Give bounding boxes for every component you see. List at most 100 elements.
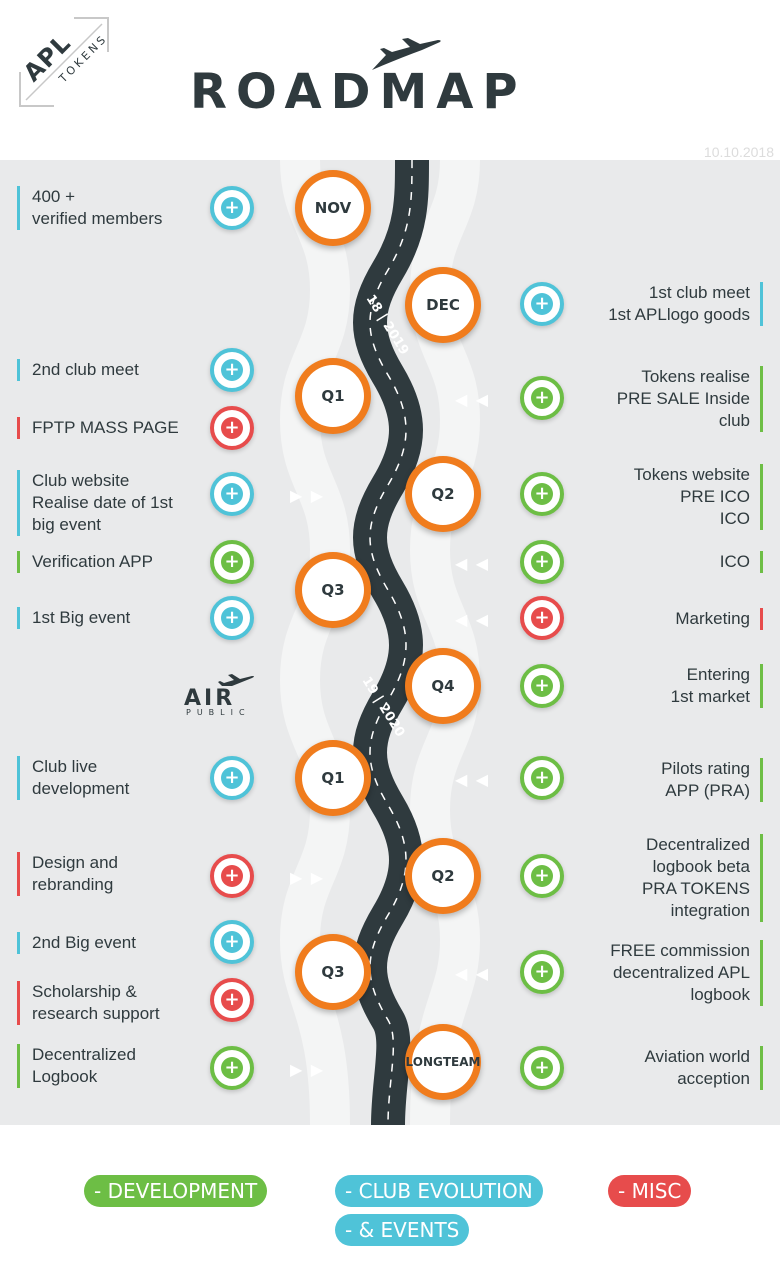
plus-icon: + (531, 293, 553, 315)
air-public-logo: AIR PUBLIC (182, 672, 264, 722)
plus-icon: + (531, 961, 553, 983)
plus-icon: + (531, 865, 553, 887)
plus-icon: + (531, 675, 553, 697)
chevron-right-icon: ▶ ▶ (290, 488, 326, 505)
plus-button-left-2[interactable]: + (210, 348, 254, 392)
left-item-10: Scholarship & research support (17, 981, 160, 1025)
legend-development: - DEVELOPMENT (84, 1175, 268, 1207)
plus-button-right-10[interactable]: + (520, 1046, 564, 1090)
chevron-left-icon: ◀ ◀ (455, 772, 491, 789)
right-item-text: Tokens website (633, 465, 750, 484)
node-q4-2019: Q4 (405, 648, 481, 724)
node-q1-2019: Q1 (295, 358, 371, 434)
left-item-text: 2nd club meet (32, 360, 139, 379)
node-nov: NOV (295, 170, 371, 246)
right-item-text: Entering (686, 665, 750, 684)
left-item-text: big event (32, 515, 101, 534)
left-item-text: verified members (32, 209, 163, 228)
right-item-text: PRA TOKENS (641, 879, 750, 898)
left-item-text: Scholarship & (32, 982, 137, 1001)
plus-button-right-3[interactable]: + (520, 472, 564, 516)
left-item-text: Club website (32, 471, 130, 490)
plus-button-right-2[interactable]: + (520, 376, 564, 420)
chevron-left-icon: ◀ ◀ (455, 612, 491, 629)
legend-events: - & EVENTS (335, 1214, 470, 1246)
node-dec: DEC (405, 267, 481, 343)
right-item-text: Pilots rating (661, 759, 750, 778)
plus-button-right-9[interactable]: + (520, 950, 564, 994)
right-item-text: club (718, 411, 750, 430)
right-item-9: FREE commission decentralized APL logboo… (610, 940, 763, 1006)
plus-icon: + (531, 1057, 553, 1079)
airplane-small-icon (218, 674, 254, 686)
node-q3-2019: Q3 (295, 552, 371, 628)
left-item-4: Club website Realise date of 1st big eve… (17, 470, 173, 536)
plus-icon: + (221, 359, 243, 381)
plus-button-left-4[interactable]: + (210, 472, 254, 516)
node-label: LONG TEAM (406, 1031, 480, 1093)
left-item-text: Club live (32, 757, 98, 776)
left-item-text: FPTP MASS PAGE (32, 418, 179, 437)
plus-button-right-8[interactable]: + (520, 854, 564, 898)
legend-club-evolution: - CLUB EVOLUTION (335, 1175, 543, 1207)
plus-button-left-3[interactable]: + (210, 406, 254, 450)
air-public-name: AIR (184, 686, 236, 711)
apl-tokens-logo: APL TOKENS (16, 14, 112, 110)
right-item-text: APP (PRA) (665, 781, 750, 800)
node-label: Q1 (302, 747, 364, 809)
chevron-left-icon: ◀ ◀ (455, 556, 491, 573)
plus-button-left-1[interactable]: + (210, 186, 254, 230)
left-item-text: research support (32, 1004, 160, 1023)
left-item-text: Verification APP (32, 552, 153, 571)
node-label: Q4 (412, 655, 474, 717)
right-item-text: ICO (719, 552, 750, 571)
plus-button-left-7[interactable]: + (210, 756, 254, 800)
node-label: Q1 (302, 365, 364, 427)
left-item-1: 400 + verified members (17, 186, 162, 230)
right-item-4: ICO (720, 551, 763, 573)
plus-button-right-7[interactable]: + (520, 756, 564, 800)
right-item-text: 1st market (670, 687, 750, 706)
plus-button-left-10[interactable]: + (210, 978, 254, 1022)
plus-button-right-4[interactable]: + (520, 540, 564, 584)
plus-button-right-5[interactable]: + (520, 596, 564, 640)
right-item-2: Tokens realise PRE SALE Inside club (617, 366, 763, 432)
plus-button-left-5[interactable]: + (210, 540, 254, 584)
node-label: DEC (412, 274, 474, 336)
plus-icon: + (221, 607, 243, 629)
plus-button-left-6[interactable]: + (210, 596, 254, 640)
left-item-2: 2nd club meet (17, 359, 139, 381)
right-item-3: Tokens website PRE ICO ICO (634, 464, 763, 530)
right-item-text: PRE ICO (680, 487, 750, 506)
plus-button-left-9[interactable]: + (210, 920, 254, 964)
plus-button-right-1[interactable]: + (520, 282, 564, 326)
plus-icon: + (531, 607, 553, 629)
right-item-text: acception (677, 1069, 750, 1088)
airplane-icon (372, 38, 441, 70)
right-item-text: FREE commission (610, 941, 750, 960)
right-item-text: Aviation world (644, 1047, 750, 1066)
node-label: NOV (302, 177, 364, 239)
legend-misc: - MISC (608, 1175, 692, 1207)
plus-icon: + (221, 197, 243, 219)
right-item-text: ICO (719, 509, 750, 528)
node-label-line1: LONG (405, 1055, 443, 1069)
node-q1-2020: Q1 (295, 740, 371, 816)
plus-icon: + (221, 767, 243, 789)
plus-button-right-6[interactable]: + (520, 664, 564, 708)
right-item-text: 1st APLlogo goods (608, 305, 750, 324)
chevron-left-icon: ◀ ◀ (455, 966, 491, 983)
node-label: Q2 (412, 845, 474, 907)
left-item-3: FPTP MASS PAGE (17, 417, 179, 439)
date-label: 10.10.2018 (703, 144, 774, 160)
node-long-team: LONG TEAM (405, 1024, 481, 1100)
right-item-6: Entering 1st market (671, 664, 763, 708)
plus-button-left-8[interactable]: + (210, 854, 254, 898)
left-item-text: rebranding (32, 875, 114, 894)
air-public-sub: PUBLIC (186, 708, 251, 717)
plus-icon: + (531, 387, 553, 409)
chevron-right-icon: ▶ ▶ (290, 870, 326, 887)
plus-button-left-11[interactable]: + (210, 1046, 254, 1090)
plus-icon: + (221, 931, 243, 953)
right-item-text: logbook (690, 985, 750, 1004)
